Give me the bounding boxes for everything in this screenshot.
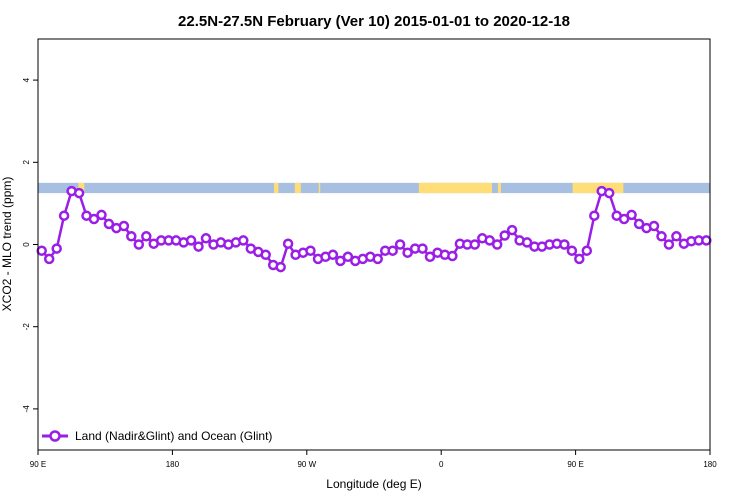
data-point <box>58 210 70 221</box>
data-point <box>618 213 630 225</box>
data-point <box>447 250 458 262</box>
y-tick-label: -4 <box>22 405 31 413</box>
chart-title: 22.5N-27.5N February (Ver 10) 2015-01-01… <box>178 13 570 30</box>
data-point <box>327 249 339 261</box>
data-point <box>499 230 510 241</box>
y-tick-label: 4 <box>22 77 31 82</box>
data-point <box>581 245 593 256</box>
data-point <box>394 239 406 250</box>
data-point <box>275 261 286 273</box>
data-point <box>342 251 354 263</box>
x-tick-label: 0 <box>439 460 444 469</box>
data-point <box>36 245 47 256</box>
y-tick-label: -2 <box>22 323 31 331</box>
data-point <box>603 187 615 199</box>
data-point <box>663 239 675 250</box>
x-axis: 90 E 180 90 W 0 90 E 180 <box>30 450 717 469</box>
data-point <box>335 255 346 267</box>
x-axis-label: Longitude (deg E) <box>326 477 421 491</box>
data-point <box>133 239 145 250</box>
data-point <box>671 231 682 242</box>
data-point <box>43 253 55 265</box>
data-point <box>656 231 667 242</box>
data-point <box>574 253 585 265</box>
x-tick-label: 180 <box>703 460 717 469</box>
x-tick-label: 90 E <box>567 460 583 469</box>
data-point <box>559 239 570 250</box>
y-axis-label: XCO2 - MLO trend (ppm) <box>0 177 14 312</box>
data-point <box>701 235 712 246</box>
data-point <box>387 245 398 256</box>
data-point <box>521 237 533 248</box>
data-point <box>417 243 428 254</box>
data-point <box>282 238 294 249</box>
data-point <box>51 243 62 254</box>
data-point <box>141 231 152 242</box>
data-point <box>185 235 197 246</box>
legend-marker-swatch <box>49 430 61 442</box>
data-point <box>566 245 578 256</box>
x-tick-label: 90 E <box>30 460 46 469</box>
data-point <box>626 209 637 221</box>
data-point <box>484 235 495 246</box>
data-point <box>424 251 436 263</box>
data-point <box>372 253 383 265</box>
data-point <box>103 218 115 230</box>
land-segment <box>273 182 279 194</box>
data-point <box>469 239 481 250</box>
data-point <box>88 213 100 225</box>
data-point <box>491 239 503 250</box>
legend-label: Land (Nadir&Glint) and Ocean (Glint) <box>75 429 272 443</box>
data-point <box>506 224 518 236</box>
land-segment <box>497 182 501 194</box>
y-axis: -4 -2 0 2 4 <box>22 77 38 412</box>
data-point <box>126 231 137 242</box>
series-layer <box>36 185 712 273</box>
data-point <box>402 247 413 258</box>
land-segment <box>318 182 321 194</box>
land-segment <box>418 182 492 194</box>
data-point <box>633 218 645 230</box>
x-tick-label: 180 <box>166 460 180 469</box>
data-point <box>73 187 85 199</box>
data-point <box>200 233 212 244</box>
data-point <box>589 210 600 221</box>
data-point <box>238 235 249 246</box>
ocean-band <box>38 182 710 194</box>
data-point <box>118 220 130 232</box>
legend: Land (Nadir&Glint) and Ocean (Glint) <box>42 429 272 443</box>
y-tick-label: 2 <box>22 160 31 165</box>
land-segment <box>78 182 85 194</box>
x-tick-label: 90 W <box>297 460 316 469</box>
data-point <box>96 209 107 221</box>
land-segment <box>294 182 301 194</box>
data-point <box>305 245 316 256</box>
data-point <box>648 220 660 232</box>
data-point <box>260 249 271 261</box>
data-point <box>193 241 204 252</box>
y-tick-label: 0 <box>22 242 31 247</box>
